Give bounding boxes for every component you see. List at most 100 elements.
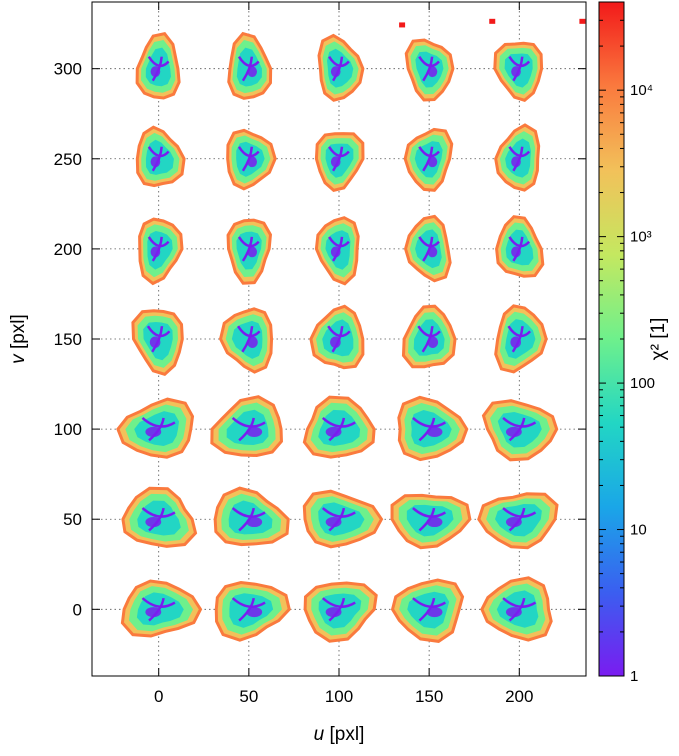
blob-minimum-core bbox=[150, 156, 161, 168]
heatmap-blob bbox=[481, 399, 559, 462]
blob-minimum-core bbox=[149, 336, 161, 348]
heatmap-blob bbox=[480, 576, 553, 642]
heatmap-blob bbox=[135, 32, 181, 100]
colorbar-tick-label: 10³ bbox=[630, 229, 652, 246]
blob-minimum-core bbox=[246, 607, 263, 618]
colorbar bbox=[598, 1, 625, 677]
blob-minimum-core bbox=[330, 156, 341, 168]
x-axis-ticks: 0 50 100 150 200 bbox=[154, 2, 533, 706]
y-tick-label: 0 bbox=[73, 600, 82, 619]
blob-inner bbox=[318, 502, 365, 536]
heatmap-blob bbox=[218, 307, 274, 374]
blob-minimum-core bbox=[325, 607, 342, 618]
heatmap-blob bbox=[226, 128, 277, 191]
heatmap-blob bbox=[494, 123, 541, 192]
heatmap-blob bbox=[302, 489, 384, 549]
heatmap-blob bbox=[227, 31, 273, 100]
blob-minimum-core bbox=[426, 607, 443, 618]
heatmap-blob bbox=[403, 214, 452, 283]
y-tick-label: 250 bbox=[54, 150, 82, 169]
blob-inner bbox=[231, 320, 263, 359]
blob-minimum-core bbox=[511, 246, 521, 258]
blob-minimum-core bbox=[427, 156, 438, 168]
heatmap-blobs bbox=[116, 31, 559, 643]
heatmap-blob bbox=[120, 579, 203, 638]
x-axis-label: u [pxl] bbox=[314, 724, 365, 745]
y-tick-label: 50 bbox=[63, 510, 82, 529]
y-axis-ticks: 0 50 100 150 200 250 300 bbox=[54, 60, 586, 619]
heatmap-blob bbox=[401, 304, 457, 369]
blob-minimum-core bbox=[325, 516, 342, 528]
heatmap-blob bbox=[138, 217, 184, 286]
colorbar-tick-label: 10 bbox=[630, 522, 647, 539]
heatmap-blob bbox=[494, 304, 548, 374]
heatmap-blob bbox=[314, 216, 360, 286]
blob-minimum-core bbox=[145, 426, 162, 437]
blob-minimum-core bbox=[247, 336, 258, 348]
blob-minimum-core bbox=[330, 336, 341, 348]
x-axis-label-symbol: u bbox=[314, 724, 325, 745]
heatmap-blob bbox=[317, 33, 365, 102]
heatmap-blob bbox=[214, 580, 291, 642]
blob-minimum-core bbox=[325, 426, 342, 437]
blob-minimum-core bbox=[505, 426, 522, 437]
blob-minimum-core bbox=[246, 426, 263, 437]
colorbar-tick-label: 1 bbox=[630, 668, 638, 685]
outlier-points bbox=[399, 18, 586, 28]
x-tick-label: 200 bbox=[505, 687, 533, 706]
heatmap-blob bbox=[314, 132, 365, 193]
x-axis-label-unit: [pxl] bbox=[324, 724, 364, 745]
blob-minimum-core bbox=[427, 336, 439, 348]
x-tick-label: 0 bbox=[154, 687, 163, 706]
y-axis-label: v [pxl] bbox=[8, 314, 29, 364]
blob-minimum-core bbox=[145, 516, 162, 528]
x-tick-label: 50 bbox=[239, 687, 258, 706]
colorbar-tick-label: 10⁴ bbox=[630, 82, 653, 99]
y-axis-label-symbol: v bbox=[8, 353, 29, 364]
blob-minimum-core bbox=[150, 66, 161, 78]
heatmap-blob bbox=[493, 41, 544, 102]
heatmap-blob bbox=[404, 38, 455, 102]
outlier-point bbox=[579, 18, 586, 24]
blob-minimum-core bbox=[511, 66, 521, 78]
heatmap-blob bbox=[131, 309, 184, 376]
y-axis-label-unit: [pxl] bbox=[8, 314, 29, 354]
blob-minimum-core bbox=[247, 156, 257, 168]
heatmap-blob bbox=[403, 127, 454, 192]
heatmap-blob bbox=[477, 492, 559, 550]
heatmap-blob bbox=[390, 578, 465, 643]
blob-minimum-core bbox=[426, 426, 443, 437]
y-tick-label: 300 bbox=[54, 60, 82, 79]
y-tick-label: 200 bbox=[54, 240, 82, 259]
heatmap-blob bbox=[210, 395, 283, 458]
heatmap-blob bbox=[397, 395, 469, 462]
outlier-point bbox=[489, 18, 496, 24]
heatmap-blob bbox=[495, 215, 545, 278]
blob-minimum-core bbox=[150, 246, 161, 258]
blob-minimum-core bbox=[511, 156, 521, 168]
blob-minimum-core bbox=[145, 607, 162, 618]
blob-minimum-core bbox=[426, 516, 443, 528]
y-tick-label: 100 bbox=[54, 420, 82, 439]
heatmap-blob bbox=[309, 304, 365, 370]
outlier-point bbox=[399, 22, 406, 28]
blob-minimum-core bbox=[247, 66, 257, 78]
blob-minimum-core bbox=[330, 246, 341, 258]
heatmap-blob bbox=[135, 125, 186, 188]
blob-minimum-core bbox=[505, 516, 522, 528]
colorbar-ticks: 1 10 100 10³ 10⁴ bbox=[599, 1, 655, 685]
blob-minimum-core bbox=[510, 336, 521, 348]
blob-minimum-core bbox=[247, 246, 257, 258]
blob-minimum-core bbox=[427, 66, 438, 78]
x-tick-label: 150 bbox=[415, 687, 443, 706]
heatmap-blob bbox=[213, 486, 290, 547]
blob-minimum-core bbox=[505, 607, 522, 618]
heatmap-blob bbox=[303, 581, 378, 643]
y-tick-label: 150 bbox=[54, 330, 82, 349]
heatmap-blob bbox=[116, 397, 195, 459]
heatmap-blob bbox=[302, 395, 376, 459]
heatmap-blob bbox=[121, 486, 198, 548]
blob-minimum-core bbox=[330, 66, 341, 78]
x-tick-label: 100 bbox=[325, 687, 353, 706]
